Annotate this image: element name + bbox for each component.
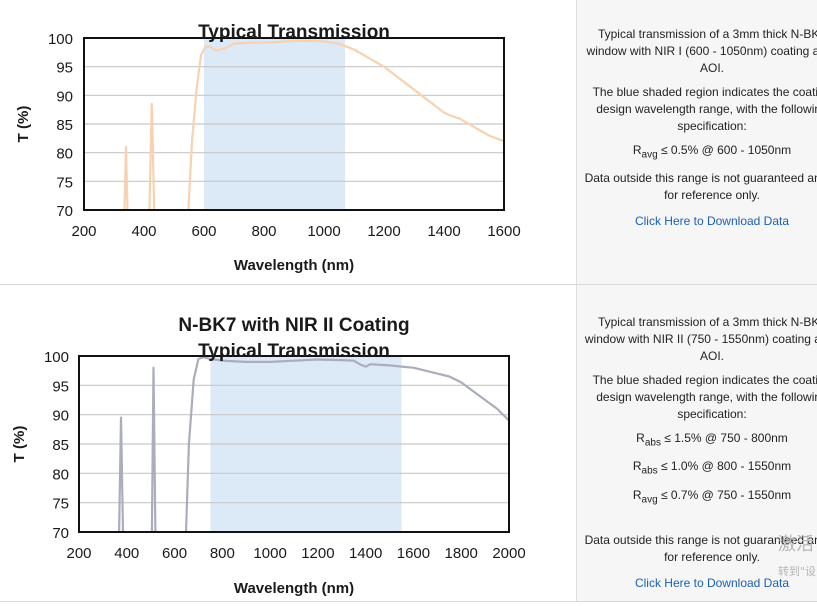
- download-data-link[interactable]: Click Here to Download Data: [634, 214, 790, 229]
- info-panel: Typical transmission of a 3mm thick N-BK…: [576, 0, 817, 284]
- y-tick-label: 70: [56, 203, 73, 220]
- chart-row-nir-ii: 200 400 600 800 1000 1200 1400 1600 1800 2000 70 75…: [0, 285, 817, 602]
- transmission-chart-nir-i: 200 400 600 800 1000 1200 1400 1600 70 75 80 85 90 95…: [15, 22, 521, 274]
- shaded-note-text: The blue shaded region indicates the coa…: [592, 373, 817, 421]
- y-tick-label: 80: [52, 466, 69, 483]
- x-tick-label: 1600: [397, 545, 430, 562]
- os-activation-watermark: 激活: [778, 534, 814, 555]
- series-line-spike-1: [123, 145, 129, 210]
- x-tick-label: 800: [251, 223, 276, 240]
- x-tick-label: 800: [210, 545, 235, 562]
- x-tick-label: 2000: [492, 545, 525, 562]
- disclaimer-text: Data outside this range is not guarantee…: [584, 171, 817, 203]
- x-tick-label: 1000: [307, 223, 340, 240]
- y-tick-label: 70: [52, 525, 69, 542]
- series-line-spike-2: [148, 102, 156, 210]
- info-content: Typical transmission of a 3mm thick N-BK…: [581, 26, 817, 230]
- series-line-main: [184, 356, 509, 532]
- y-tick-label: 95: [56, 60, 73, 77]
- y-axis-label: T (%): [15, 106, 32, 143]
- download-data-link[interactable]: Click Here to Download Data: [634, 576, 790, 591]
- x-tick-label: 400: [114, 545, 139, 562]
- description-text: Typical transmission of a 3mm thick N-BK…: [586, 27, 817, 75]
- transmission-chart-nir-ii: 200 400 600 800 1000 1200 1400 1600 1800 2000 70 75…: [11, 315, 526, 597]
- y-tick-label: 90: [52, 408, 69, 425]
- series-line-main: [187, 39, 504, 210]
- x-tick-label: 1200: [301, 545, 334, 562]
- y-tick-label: 75: [52, 496, 69, 513]
- info-panel: Typical transmission of a 3mm thick N-BK…: [576, 285, 817, 601]
- y-tick-label: 85: [52, 437, 69, 454]
- y-tick-label: 100: [48, 31, 73, 48]
- spec-line: Ravg ≤ 0.5% @ 600 - 1050nm: [632, 143, 792, 161]
- plot-frame: [78, 355, 510, 533]
- x-tick-label: 1000: [253, 545, 286, 562]
- x-tick-label: 1800: [445, 545, 478, 562]
- x-axis-label: Wavelength (nm): [234, 580, 354, 597]
- y-tick-label: 85: [56, 117, 73, 134]
- plot-frame: [83, 37, 505, 211]
- x-tick-label: 1200: [367, 223, 400, 240]
- disclaimer-text: Data outside this range is not guarantee…: [584, 533, 817, 565]
- spec-line: Rabs ≤ 1.5% @ 750 - 800nm: [636, 431, 788, 449]
- x-tick-label: 200: [66, 545, 91, 562]
- y-tick-label: 100: [44, 349, 69, 366]
- os-activation-watermark-sub: 转到"设: [778, 565, 817, 578]
- y-tick-label: 95: [52, 378, 69, 395]
- x-tick-label: 1600: [487, 223, 520, 240]
- chart-title-line: Typical Transmission: [198, 22, 390, 43]
- y-axis-label: T (%): [11, 426, 28, 463]
- chart-title-line: Typical Transmission: [198, 341, 390, 362]
- x-tick-label: 1400: [349, 545, 382, 562]
- x-axis-label: Wavelength (nm): [234, 257, 354, 274]
- y-tick-label: 90: [56, 88, 73, 105]
- chart-title-line: N-BK7 with NIR II Coating: [178, 315, 409, 336]
- shaded-note-text: The blue shaded region indicates the coa…: [592, 85, 817, 133]
- y-tick-label: 80: [56, 146, 73, 163]
- chart-row-nir-i: 200 400 600 800 1000 1200 1400 1600 70 75 80 85 90 95…: [0, 0, 817, 285]
- chart-cell: 200 400 600 800 1000 1200 1400 1600 70 75 80 85 90 95…: [0, 0, 576, 284]
- spec-line: Ravg ≤ 0.7% @ 750 - 1550nm: [632, 487, 792, 506]
- y-tick-label: 75: [56, 174, 73, 191]
- x-tick-label: 1400: [427, 223, 460, 240]
- chart-cell: 200 400 600 800 1000 1200 1400 1600 1800 2000 70 75…: [0, 285, 576, 601]
- series-line-spike-2: [150, 366, 159, 532]
- x-tick-label: 400: [131, 223, 156, 240]
- spec-line: Rabs ≤ 1.0% @ 800 - 1550nm: [632, 459, 792, 477]
- info-content: Typical transmission of a 3mm thick N-BK…: [581, 314, 817, 592]
- x-tick-label: 600: [191, 223, 216, 240]
- x-tick-label: 200: [71, 223, 96, 240]
- x-tick-label: 600: [162, 545, 187, 562]
- description-text: Typical transmission of a 3mm thick N-BK…: [584, 315, 817, 363]
- series-line-spike-1: [118, 416, 125, 532]
